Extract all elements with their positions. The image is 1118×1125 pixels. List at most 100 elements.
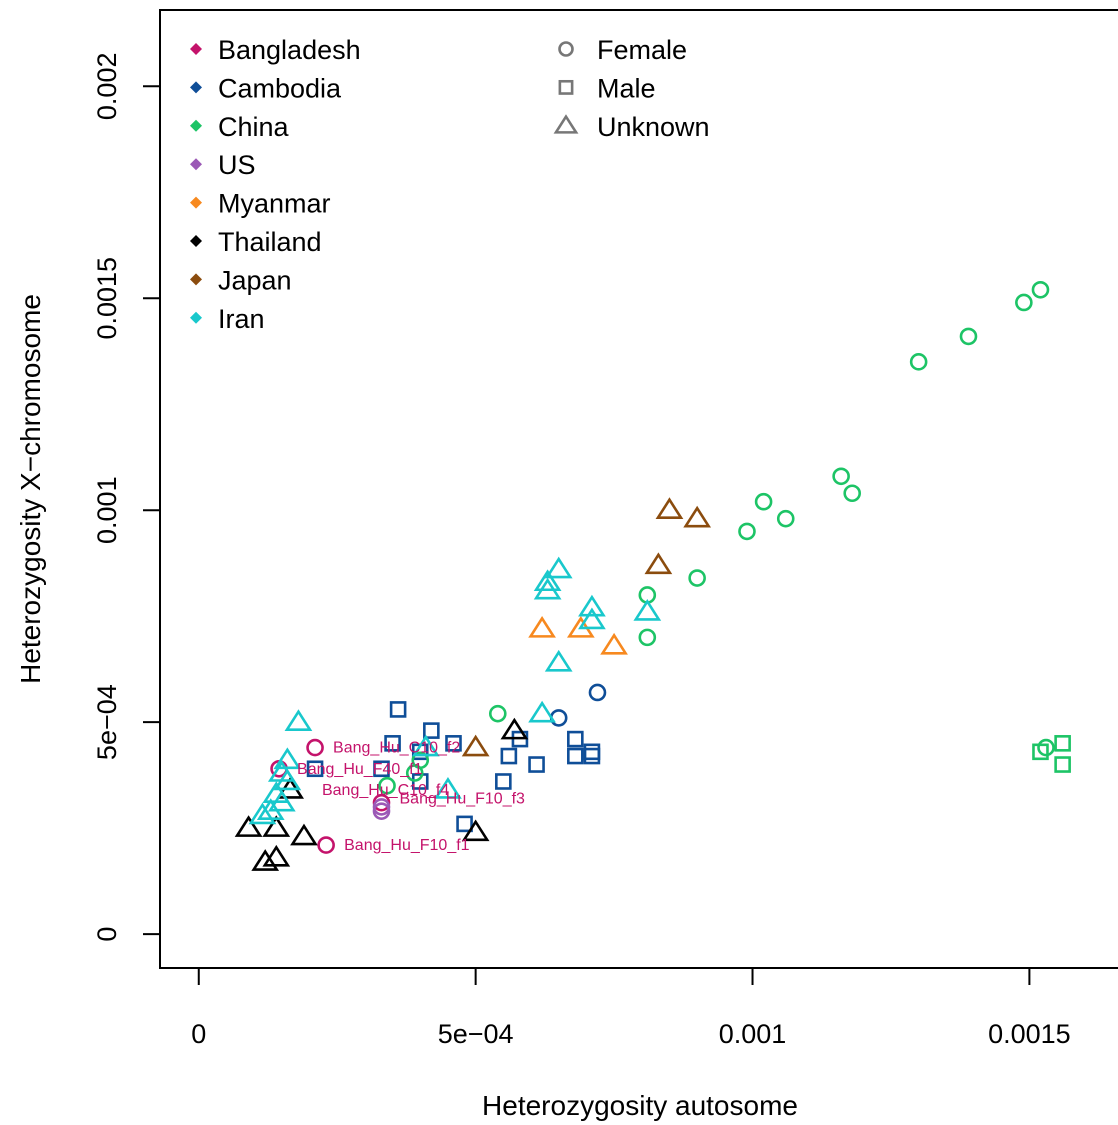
point-annotations: Bang_Hu_C10_f2 Bang_Hu_F40_f1 Bang_Hu_C10_… xyxy=(297,740,525,854)
legend-label: US xyxy=(218,150,256,180)
data-point-china xyxy=(959,327,978,346)
data-point-myanmar xyxy=(528,615,556,638)
legend-label: Unknown xyxy=(597,112,710,142)
data-point-cambodia xyxy=(500,747,518,765)
data-point-iran xyxy=(434,777,462,799)
data-point-china xyxy=(1054,735,1071,752)
data-point-china xyxy=(1032,743,1049,761)
point-annotation: Bang_Hu_C10_f2 xyxy=(333,740,460,757)
data-point-china xyxy=(638,628,657,647)
data-point-thailand xyxy=(461,819,490,842)
y-tick-label: 0.0015 xyxy=(92,257,122,340)
data-point-cambodia xyxy=(384,735,401,752)
data-point-china xyxy=(909,353,928,371)
data-point-iran xyxy=(267,789,296,812)
x-tick-label: 5e−04 xyxy=(438,1019,514,1049)
point-annotation: Bang_Hu_C10_f4 xyxy=(322,782,449,799)
data-point-japan xyxy=(644,552,673,575)
y-tick-label: 0.002 xyxy=(92,53,122,121)
legend-swatch-us xyxy=(190,158,202,171)
legend-triangle-icon xyxy=(553,114,579,134)
data-point-thailand xyxy=(500,717,529,740)
y-tick-label: 0.001 xyxy=(92,476,122,544)
x-tick-label: 0.001 xyxy=(719,1019,787,1049)
point-annotation: Bang_Hu_F10_f3 xyxy=(400,790,526,807)
data-point-iran xyxy=(544,556,573,579)
data-point-china xyxy=(688,569,706,587)
legend-label: China xyxy=(218,112,290,142)
data-point-bangladesh xyxy=(317,836,335,854)
data-point-china xyxy=(488,704,507,723)
legend-label: Myanmar xyxy=(218,189,331,219)
data-point-cambodia xyxy=(583,747,601,765)
data-points xyxy=(234,280,1071,871)
data-point-cambodia xyxy=(567,747,584,765)
x-axis-title: Heterozygosity autosome xyxy=(482,1090,798,1121)
legend-swatch-cambodia xyxy=(190,81,202,94)
legend-swatch-iran xyxy=(190,311,202,324)
data-point-iran xyxy=(578,594,606,617)
data-point-cambodia xyxy=(456,815,473,833)
data-point-cambodia xyxy=(588,683,607,702)
legend-label: Thailand xyxy=(218,227,322,257)
data-point-iran xyxy=(248,802,277,825)
data-point-us xyxy=(372,802,391,820)
data-point-thailand xyxy=(251,849,280,871)
data-point-china xyxy=(1031,280,1050,299)
y-axis-title: Heterozygosity X−chromosome xyxy=(15,294,46,684)
data-point-china xyxy=(776,509,795,528)
y-tick-label: 0 xyxy=(92,927,122,942)
data-point-iran xyxy=(633,599,662,621)
legend-sex: Female Male Unknown xyxy=(553,35,710,142)
data-point-cambodia xyxy=(567,730,584,748)
x-tick-label: 0 xyxy=(191,1019,206,1049)
data-point-myanmar xyxy=(600,632,628,655)
data-point-iran xyxy=(528,700,556,723)
legend-swatch-myanmar xyxy=(190,196,202,209)
data-point-thailand xyxy=(262,815,291,837)
data-point-iran xyxy=(533,577,562,600)
data-point-cambodia xyxy=(528,756,545,773)
legend-label: Japan xyxy=(218,265,292,295)
data-point-china xyxy=(1015,293,1033,312)
legend-swatch-bangladesh xyxy=(190,43,202,55)
data-point-thailand xyxy=(290,823,318,846)
data-point-japan xyxy=(461,734,490,757)
point-annotation: Bang_Hu_F40_f1 xyxy=(297,761,423,778)
data-point-china xyxy=(843,484,861,503)
data-point-iran xyxy=(533,569,562,592)
legend-countries: Bangladesh Cambodia China US Myanmar Thailand… xyxy=(190,35,361,334)
data-point-cambodia xyxy=(389,701,407,718)
legend-square-icon xyxy=(558,79,574,95)
legend-swatch-thailand xyxy=(190,235,202,247)
data-point-china xyxy=(1037,738,1055,757)
data-point-bangladesh xyxy=(306,738,324,757)
y-tick-label: 5e−04 xyxy=(92,684,122,760)
legend-swatch-japan xyxy=(190,273,202,286)
data-point-iran xyxy=(578,607,606,630)
data-point-thailand xyxy=(234,815,263,837)
data-point-china xyxy=(738,522,756,541)
data-point-japan xyxy=(655,497,684,519)
legend-label: Iran xyxy=(218,304,265,334)
legend-label: Female xyxy=(597,35,687,65)
data-point-cambodia xyxy=(445,735,462,752)
data-point-china xyxy=(378,776,396,795)
legend-label: Cambodia xyxy=(218,73,342,103)
x-tick-label: 0.0015 xyxy=(988,1019,1071,1049)
legend-swatch-china xyxy=(190,119,202,132)
data-point-china xyxy=(411,751,430,770)
data-point-cambodia xyxy=(373,760,390,778)
data-point-iran xyxy=(284,709,313,731)
data-point-iran xyxy=(411,734,440,757)
data-point-china xyxy=(832,467,850,486)
data-point-japan xyxy=(683,505,712,528)
data-point-thailand xyxy=(262,844,291,867)
data-point-cambodia xyxy=(306,760,324,778)
data-point-cambodia xyxy=(495,773,512,790)
y-axis: 0 5e−04 0.001 0.0015 0.002 xyxy=(92,53,160,942)
data-point-iran xyxy=(273,768,302,791)
point-annotation: Bang_Hu_F10_f1 xyxy=(344,837,470,854)
data-point-china xyxy=(1054,756,1071,773)
